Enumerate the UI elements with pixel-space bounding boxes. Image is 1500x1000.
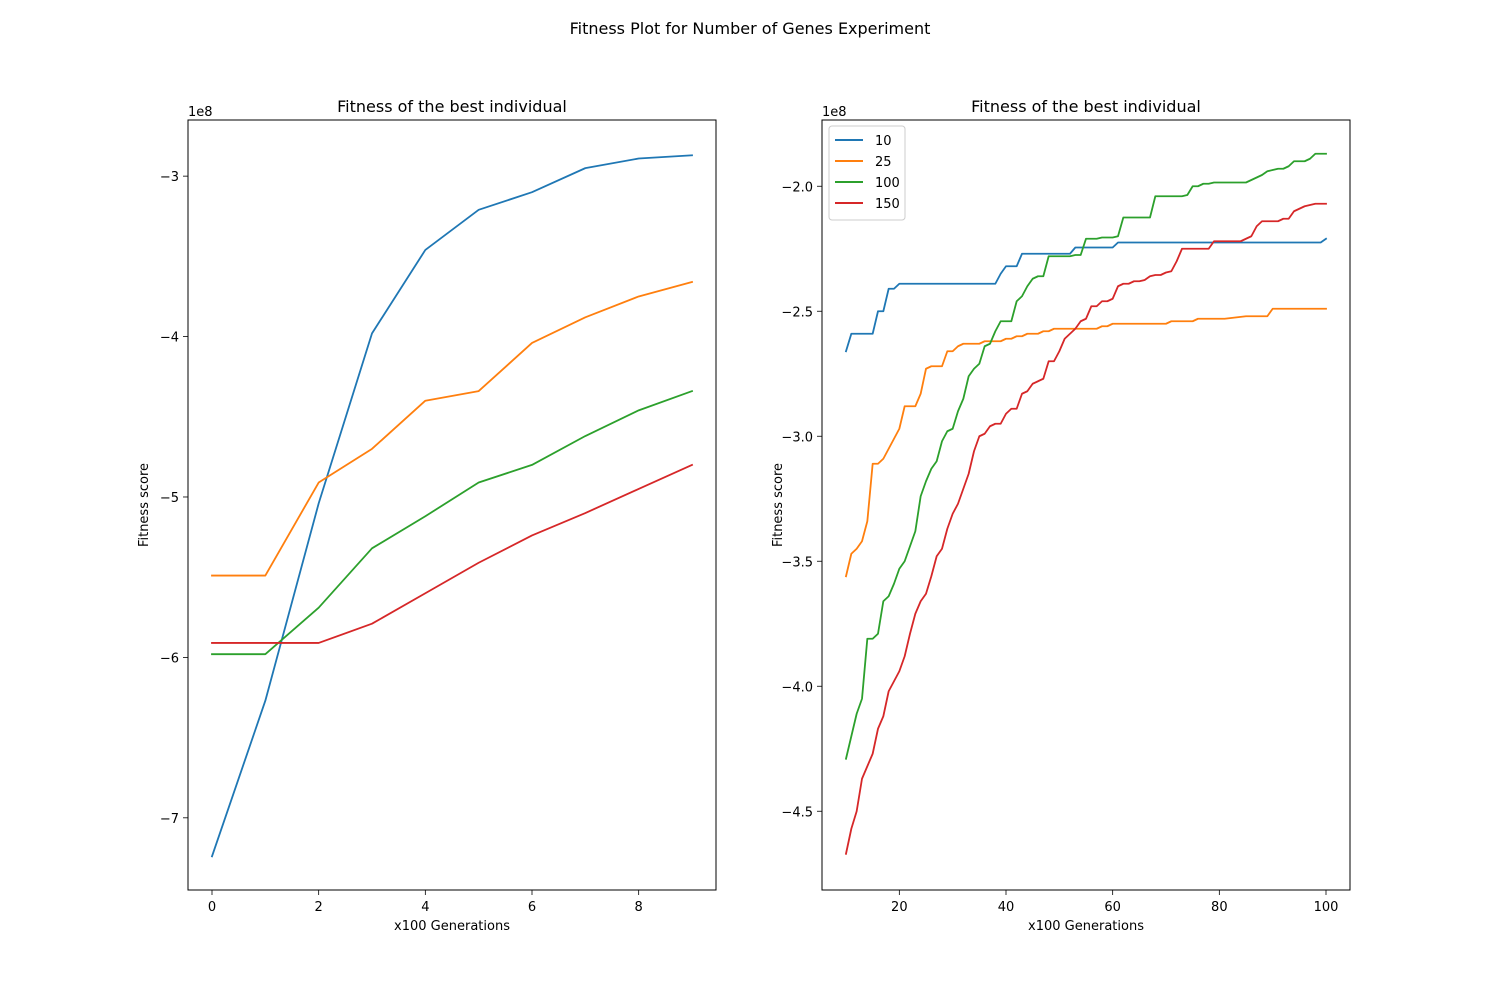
y-tick-label: −7 <box>160 812 179 827</box>
x-tick-label: 20 <box>891 900 908 915</box>
axes-frame <box>187 119 717 891</box>
series-line-25 <box>211 280 694 577</box>
subplot-title: Fitness of the best individual <box>971 97 1201 116</box>
y-tick-label: −4 <box>160 331 179 346</box>
x-axis-label: x100 Generations <box>394 919 510 934</box>
legend-label-100: 100 <box>875 176 900 191</box>
x-tick-label: 0 <box>208 900 216 915</box>
y-tick-label: −6 <box>160 651 179 666</box>
y-tick-label: −3.5 <box>781 555 813 570</box>
y-offset-label: 1e8 <box>188 105 213 120</box>
series-line-150 <box>211 463 694 644</box>
x-tick-label: 100 <box>1314 900 1339 915</box>
series-group <box>844 152 1328 855</box>
series-line-10 <box>210 154 693 858</box>
series-line-25 <box>844 307 1327 578</box>
right-subplot: Fitness of the best individual 20 40 60 80 10… <box>771 97 1351 934</box>
x-tick-label: 40 <box>998 900 1015 915</box>
figure-suptitle: Fitness Plot for Number of Genes Experim… <box>570 19 931 38</box>
subplot-title: Fitness of the best individual <box>337 97 567 116</box>
x-tick-label: 8 <box>635 900 643 915</box>
axes-frame <box>821 119 1351 891</box>
left-subplot: Fitness of the best individual 0 2 4 6 8 −7 −6 −… <box>137 97 717 934</box>
legend-label-25: 25 <box>875 155 892 170</box>
x-tick-label: 6 <box>528 900 536 915</box>
x-tick-label: 4 <box>421 900 429 915</box>
series-line-150 <box>844 202 1327 855</box>
series-line-100 <box>211 389 694 656</box>
y-tick-label: −2.5 <box>781 305 813 320</box>
legend-box <box>828 125 906 221</box>
series-line-100 <box>844 152 1327 760</box>
y-tick-label: −3 <box>160 170 179 185</box>
x-tick-label: 80 <box>1211 900 1228 915</box>
x-tick-label: 2 <box>315 900 323 915</box>
y-tick-label: −4.0 <box>781 680 813 695</box>
legend-label-150: 150 <box>875 197 900 212</box>
y-tick-label: −2.0 <box>781 180 813 195</box>
legend-label-10: 10 <box>875 134 892 149</box>
legend: 10 25 100 150 <box>828 125 906 221</box>
x-axis-label: x100 Generations <box>1028 919 1144 934</box>
y-axis-label: Fitness score <box>137 463 152 547</box>
series-line-10 <box>844 237 1328 353</box>
y-tick-label: −3.0 <box>781 430 813 445</box>
y-axis-label: Fitness score <box>771 463 786 547</box>
y-tick-label: −5 <box>160 491 179 506</box>
series-group <box>210 154 694 858</box>
y-tick-label: −4.5 <box>781 805 813 820</box>
x-tick-label: 60 <box>1104 900 1121 915</box>
y-offset-label: 1e8 <box>822 105 847 120</box>
